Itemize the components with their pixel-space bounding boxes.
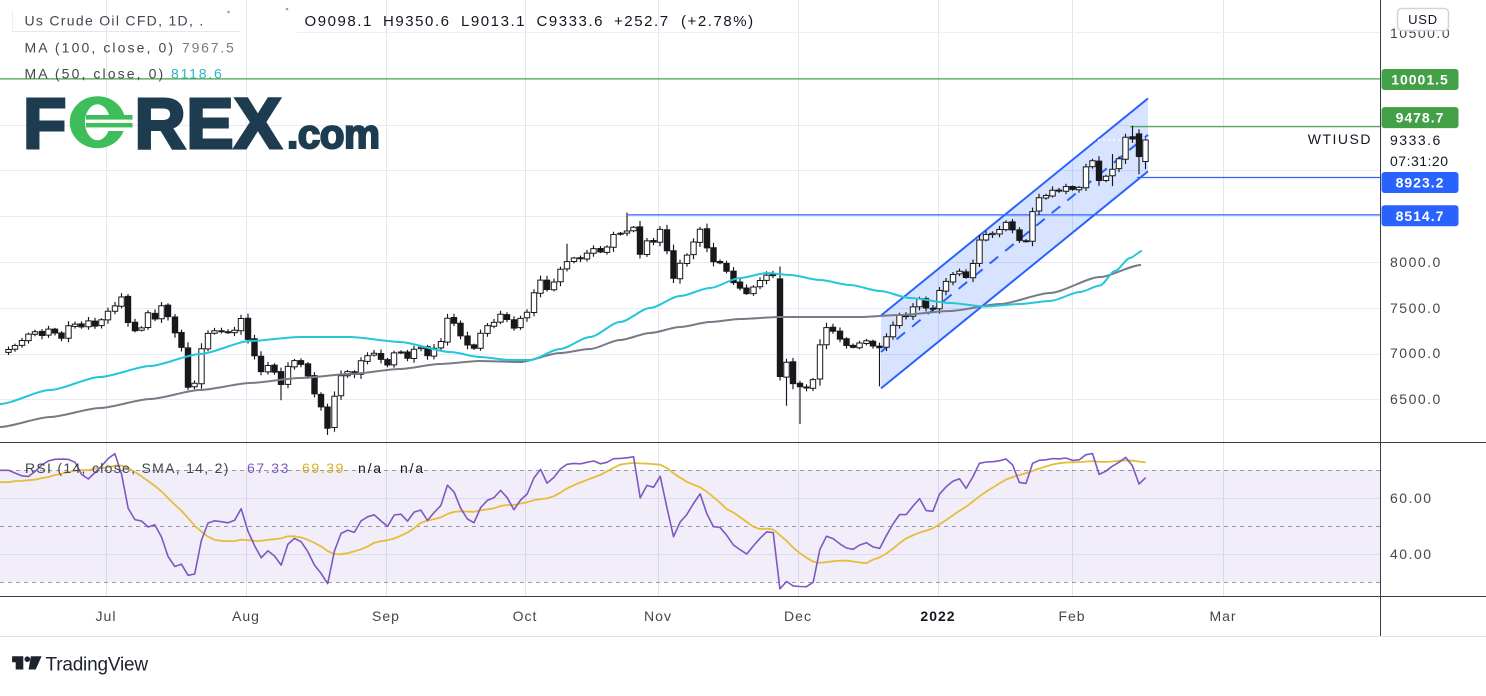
- svg-text:H9350.6: H9350.6: [383, 13, 451, 30]
- svg-text:F: F: [23, 85, 66, 164]
- svg-text:60.00: 60.00: [1390, 490, 1433, 506]
- svg-text:8118.6: 8118.6: [171, 66, 224, 82]
- svg-text:40.00: 40.00: [1390, 546, 1433, 562]
- svg-text:9478.7: 9478.7: [1396, 110, 1445, 126]
- svg-text:10001.5: 10001.5: [1391, 72, 1449, 88]
- svg-text:n/a: n/a: [400, 460, 425, 476]
- svg-text:7000.0: 7000.0: [1390, 345, 1442, 361]
- svg-text:+252.7: +252.7: [614, 13, 670, 30]
- svg-text:Jul: Jul: [96, 608, 117, 624]
- svg-text:n/a: n/a: [358, 460, 383, 476]
- svg-text:9333.6: 9333.6: [1390, 132, 1442, 148]
- svg-text:TradingView: TradingView: [46, 655, 149, 676]
- svg-text:67.33: 67.33: [247, 460, 290, 476]
- svg-text:Feb: Feb: [1058, 608, 1085, 624]
- svg-text:Mar: Mar: [1209, 608, 1236, 624]
- svg-text:(+2.78%): (+2.78%): [681, 13, 755, 30]
- svg-text:8923.2: 8923.2: [1396, 175, 1445, 191]
- svg-text:Aug: Aug: [232, 608, 260, 624]
- svg-text:RSI (14, close, SMA, 14, 2): RSI (14, close, SMA, 14, 2): [25, 460, 230, 476]
- svg-text:8514.7: 8514.7: [1396, 208, 1445, 224]
- svg-text:WTIUSD: WTIUSD: [1308, 131, 1372, 147]
- svg-text:6500.0: 6500.0: [1390, 391, 1442, 407]
- svg-text:O9098.1: O9098.1: [305, 13, 373, 30]
- svg-text:REX: REX: [135, 85, 283, 164]
- svg-text:8000.0: 8000.0: [1390, 254, 1442, 270]
- svg-text:MA (100, close, 0): MA (100, close, 0): [25, 40, 176, 56]
- svg-text:.com: .com: [287, 111, 380, 157]
- svg-text:Dec: Dec: [784, 608, 812, 624]
- svg-text:7967.5: 7967.5: [182, 40, 236, 56]
- svg-text:C9333.6: C9333.6: [537, 13, 605, 30]
- svg-text:MA (50, close, 0): MA (50, close, 0): [25, 66, 166, 82]
- svg-text:2022: 2022: [920, 608, 955, 624]
- svg-text:Oct: Oct: [513, 608, 538, 624]
- svg-text:07:31:20: 07:31:20: [1390, 153, 1449, 169]
- svg-text:USD: USD: [1408, 12, 1438, 27]
- svg-text:Us Crude Oil CFD, 1D, .: Us Crude Oil CFD, 1D, .: [25, 13, 205, 29]
- svg-text:Sep: Sep: [372, 608, 400, 624]
- svg-text:69.39: 69.39: [302, 460, 345, 476]
- svg-text:Nov: Nov: [644, 608, 672, 624]
- svg-text:7500.0: 7500.0: [1390, 300, 1442, 316]
- svg-text:L9013.1: L9013.1: [461, 13, 526, 30]
